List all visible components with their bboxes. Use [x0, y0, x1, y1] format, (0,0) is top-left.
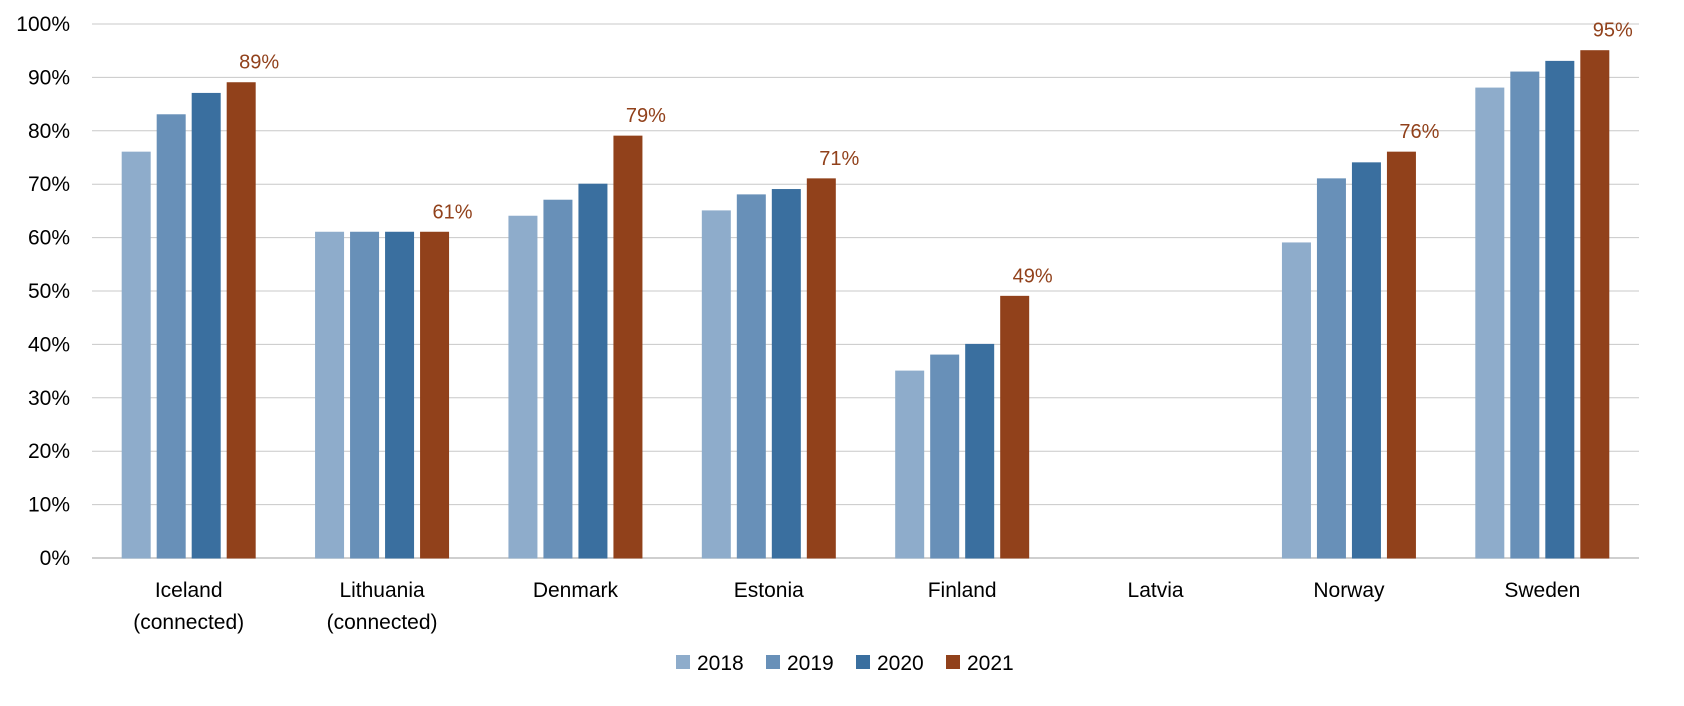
- bar-2018: [315, 231, 345, 559]
- data-label: 95%: [1593, 20, 1633, 42]
- legend-swatch: [676, 655, 690, 669]
- category-label: Denmark: [533, 579, 619, 602]
- y-tick-label: 40%: [28, 333, 70, 356]
- data-label: 89%: [239, 52, 279, 74]
- bar-2019: [156, 114, 186, 559]
- bar-2021: [1580, 50, 1610, 559]
- category-label: Iceland: [155, 579, 223, 602]
- category-label: Latvia: [1128, 579, 1184, 602]
- y-tick-label: 0%: [40, 547, 70, 570]
- bar-2020: [191, 92, 221, 559]
- gridlines: [92, 23, 1639, 559]
- bar-2020: [385, 231, 415, 559]
- bar-2020: [1351, 162, 1381, 559]
- bar-2019: [736, 194, 766, 559]
- bar-2019: [1510, 71, 1540, 559]
- data-label: 76%: [1399, 121, 1439, 143]
- data-label: 61%: [433, 201, 473, 223]
- legend-label: 2018: [697, 652, 744, 675]
- y-tick-label: 70%: [28, 173, 70, 196]
- bar-2020: [771, 189, 801, 559]
- bar-2018: [508, 215, 538, 559]
- y-tick-label: 90%: [28, 66, 70, 89]
- legend-label: 2020: [877, 652, 924, 675]
- bar-2019: [543, 199, 573, 559]
- legend-label: 2021: [967, 652, 1014, 675]
- bar-2018: [895, 370, 925, 559]
- bar-2021: [613, 135, 643, 559]
- y-tick-label: 100%: [16, 13, 70, 36]
- y-axis-ticks: 0% 10% 20% 30% 40% 50% 60% 70% 80% 90% 100%: [16, 13, 70, 570]
- y-tick-label: 10%: [28, 494, 70, 517]
- y-tick-label: 20%: [28, 440, 70, 463]
- legend-swatch: [766, 655, 780, 669]
- category-label: Estonia: [734, 579, 804, 602]
- bar-2019: [1316, 178, 1346, 559]
- category-label: Finland: [928, 579, 997, 602]
- bar-2018: [121, 151, 151, 559]
- bar-2018: [701, 210, 731, 559]
- bar-2021: [420, 231, 450, 559]
- category-label: Sweden: [1504, 579, 1580, 602]
- legend-label: 2019: [787, 652, 834, 675]
- bar-2021: [1386, 151, 1416, 559]
- x-axis-categories: Iceland (connected) Lithuania (connected) De…: [133, 579, 1580, 634]
- category-label: (connected): [133, 611, 244, 634]
- y-tick-label: 50%: [28, 280, 70, 303]
- category-label: (connected): [327, 611, 438, 634]
- y-tick-label: 80%: [28, 120, 70, 143]
- bar-2020: [578, 183, 608, 559]
- legend-swatch: [856, 655, 870, 669]
- y-tick-label: 60%: [28, 227, 70, 250]
- bar-2021: [1000, 295, 1030, 559]
- legend: 2018 2019 2020 2021: [676, 652, 1014, 675]
- data-label: 49%: [1013, 265, 1053, 287]
- bars: [121, 50, 1610, 559]
- bar-2019: [930, 354, 960, 559]
- category-label: Lithuania: [339, 579, 425, 602]
- bar-2020: [1545, 60, 1575, 559]
- category-label: Norway: [1313, 579, 1385, 602]
- bar-2019: [350, 231, 380, 559]
- bar-2018: [1475, 87, 1505, 559]
- bar-2018: [1281, 242, 1311, 559]
- bar-2020: [965, 343, 995, 559]
- data-label: 71%: [819, 148, 859, 170]
- legend-swatch: [946, 655, 960, 669]
- y-tick-label: 30%: [28, 387, 70, 410]
- bar-2021: [806, 178, 836, 559]
- data-labels: 89% 61% 79% 71% 49% 76% 95%: [239, 20, 1633, 288]
- bar-2021: [226, 82, 256, 559]
- data-label: 79%: [626, 105, 666, 127]
